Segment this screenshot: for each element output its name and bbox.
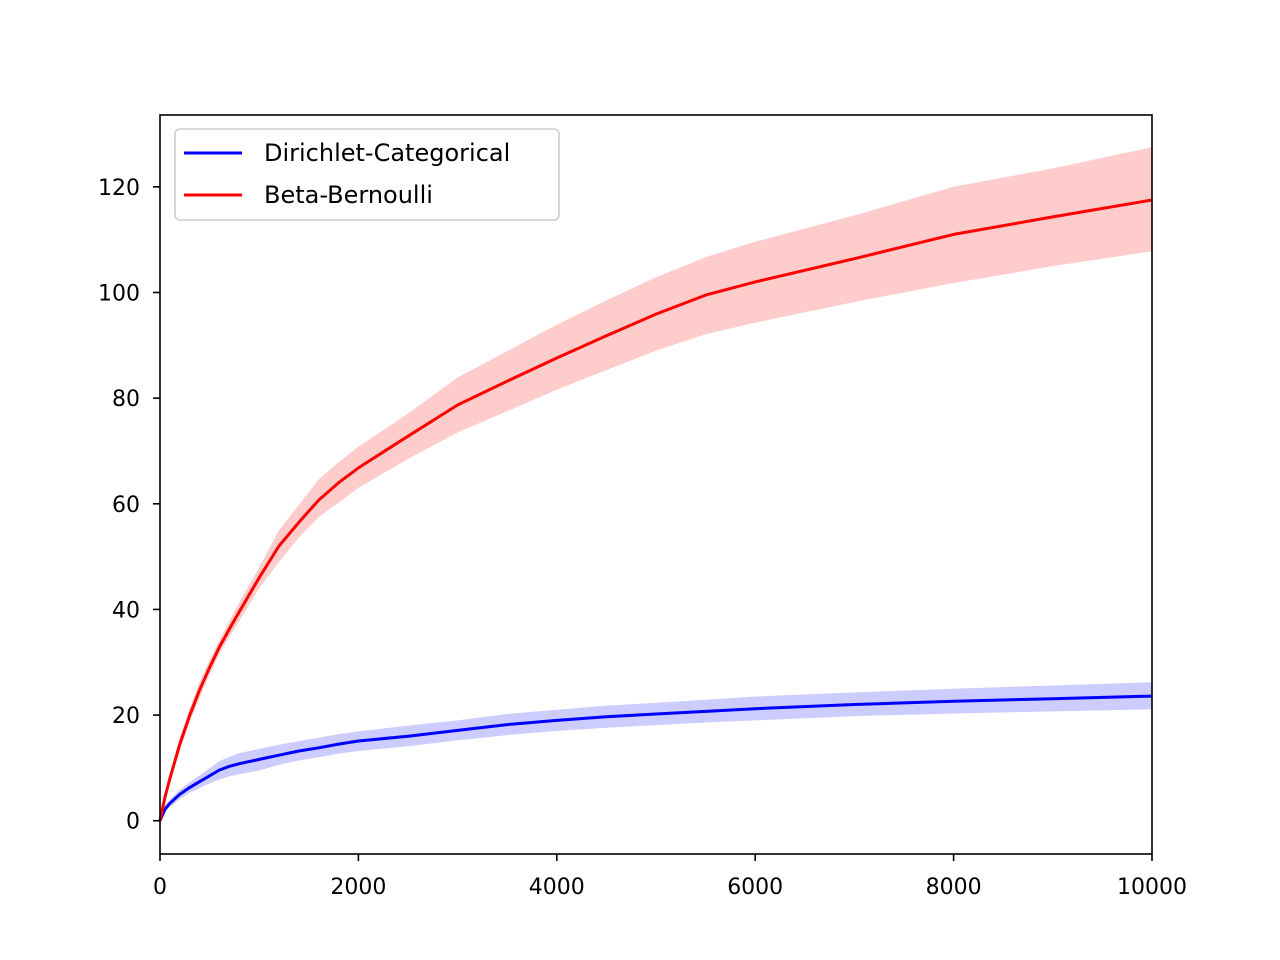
band-dirichlet-categorical xyxy=(160,682,1152,821)
legend-box xyxy=(174,128,560,221)
legend: Dirichlet-Categorical Beta-Bernoulli xyxy=(174,128,560,221)
y-tick-label: 100 xyxy=(98,281,140,306)
x-tick-label: 8000 xyxy=(926,875,982,900)
series-lines xyxy=(158,198,1153,822)
y-tick-label: 80 xyxy=(112,387,140,412)
y-tick-label: 20 xyxy=(112,704,140,729)
x-tick-label: 0 xyxy=(153,875,167,900)
series-line-dirichlet-categorical xyxy=(158,694,1153,822)
confidence-bands xyxy=(160,147,1152,821)
band-beta-bernoulli xyxy=(160,147,1152,821)
y-tick-label: 0 xyxy=(126,810,140,835)
x-tick-label: 6000 xyxy=(727,875,783,900)
y-tick-label: 40 xyxy=(112,598,140,623)
x-axis: 0 2000 4000 6000 8000 10000 xyxy=(153,854,1187,900)
y-tick-label: 60 xyxy=(112,493,140,518)
y-axis: 0 20 40 60 80 100 120 xyxy=(98,176,160,835)
legend-label-dirichlet-categorical: Dirichlet-Categorical xyxy=(264,139,510,167)
x-tick-label: 10000 xyxy=(1117,875,1187,900)
plot-frame xyxy=(159,114,1153,855)
series-line-beta-bernoulli xyxy=(158,198,1153,822)
x-tick-label: 4000 xyxy=(529,875,585,900)
y-tick-label: 120 xyxy=(98,176,140,201)
legend-label-beta-bernoulli: Beta-Bernoulli xyxy=(264,181,433,209)
x-tick-label: 2000 xyxy=(330,875,386,900)
